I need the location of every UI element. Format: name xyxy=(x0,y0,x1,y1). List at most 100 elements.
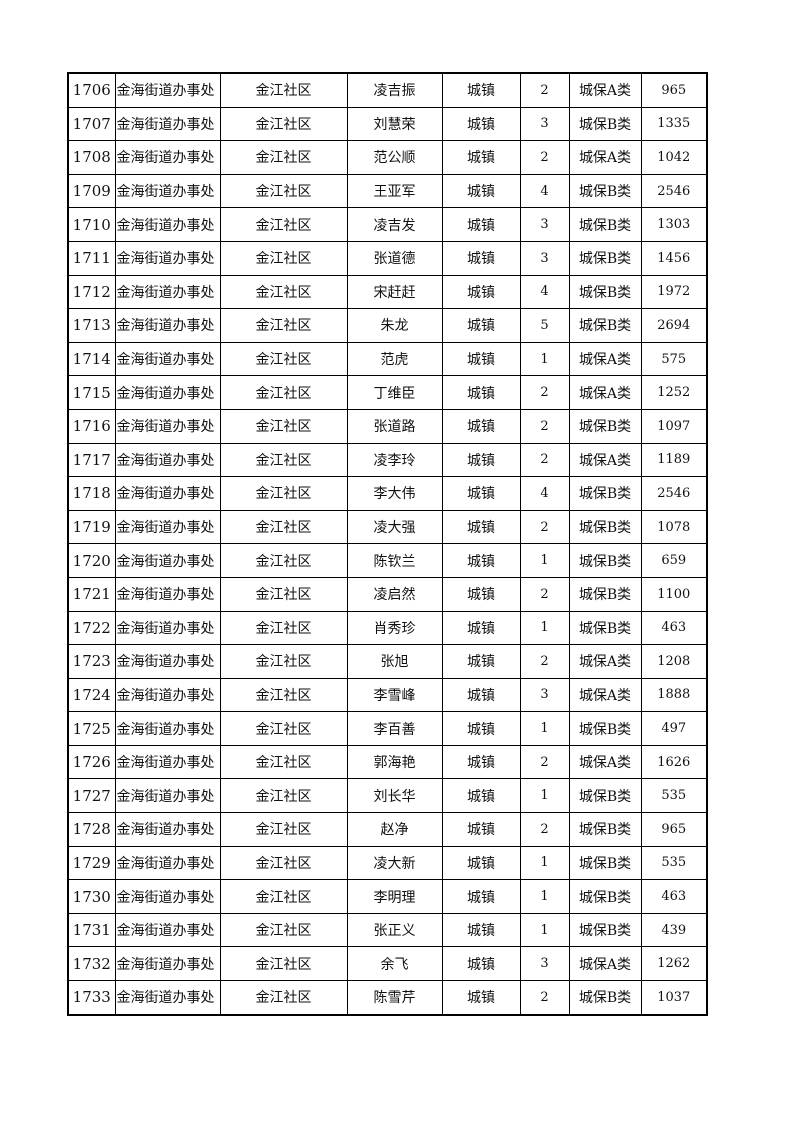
household-type-cell: 城镇 xyxy=(441,744,521,780)
person-name-cell: 王亚军 xyxy=(346,173,443,209)
amount-cell: 1189 xyxy=(640,442,708,478)
street-office-cell: 金海街道办事处 xyxy=(114,812,221,847)
street-office-cell: 金海街道办事处 xyxy=(114,240,221,276)
household-type-cell: 城镇 xyxy=(441,912,521,948)
community-cell: 金江社区 xyxy=(219,509,348,545)
amount-cell: 1100 xyxy=(640,576,708,612)
insurance-category-cell: 城保B类 xyxy=(568,576,642,612)
family-size-cell: 3 xyxy=(519,946,570,982)
family-size-cell: 1 xyxy=(519,711,570,746)
street-office-cell: 金海街道办事处 xyxy=(114,140,221,175)
amount-cell: 1972 xyxy=(640,274,708,310)
table-row: 1727 金海街道办事处 金江社区 刘长华 城镇 1 城保B类 535 xyxy=(67,778,708,814)
community-cell: 金江社区 xyxy=(219,543,348,578)
insurance-category-cell: 城保A类 xyxy=(568,644,642,679)
community-cell: 金江社区 xyxy=(219,711,348,746)
person-name-cell: 张正义 xyxy=(346,912,443,948)
row-number-cell: 1707 xyxy=(67,106,116,142)
amount-cell: 2694 xyxy=(640,308,708,343)
household-type-cell: 城镇 xyxy=(441,711,521,746)
amount-cell: 1097 xyxy=(640,408,708,444)
household-type-cell: 城镇 xyxy=(441,274,521,310)
community-cell: 金江社区 xyxy=(219,173,348,209)
insurance-category-cell: 城保B类 xyxy=(568,408,642,444)
insurance-category-cell: 城保A类 xyxy=(568,744,642,780)
street-office-cell: 金海街道办事处 xyxy=(114,408,221,444)
table-row: 1716 金海街道办事处 金江社区 张道路 城镇 2 城保B类 1097 xyxy=(67,408,708,444)
family-size-cell: 2 xyxy=(519,72,570,108)
amount-cell: 1252 xyxy=(640,375,708,410)
table-row: 1726 金海街道办事处 金江社区 郭海艳 城镇 2 城保A类 1626 xyxy=(67,744,708,780)
table-row: 1714 金海街道办事处 金江社区 范虎 城镇 1 城保A类 575 xyxy=(67,341,708,377)
person-name-cell: 张道德 xyxy=(346,240,443,276)
table-row: 1713 金海街道办事处 金江社区 朱龙 城镇 5 城保B类 2694 xyxy=(67,308,708,343)
table-row: 1715 金海街道办事处 金江社区 丁维臣 城镇 2 城保A类 1252 xyxy=(67,375,708,410)
amount-cell: 1888 xyxy=(640,677,708,713)
family-size-cell: 2 xyxy=(519,644,570,679)
community-cell: 金江社区 xyxy=(219,308,348,343)
person-name-cell: 丁维臣 xyxy=(346,375,443,410)
amount-cell: 2546 xyxy=(640,476,708,511)
family-size-cell: 2 xyxy=(519,408,570,444)
community-cell: 金江社区 xyxy=(219,744,348,780)
amount-cell: 535 xyxy=(640,778,708,814)
data-table: 1706 金海街道办事处 金江社区 凌吉振 城镇 2 城保A类 965 1707 金海街道办事处金… xyxy=(67,72,708,1016)
person-name-cell: 李明理 xyxy=(346,879,443,914)
row-number-cell: 1727 xyxy=(67,778,116,814)
community-cell: 金江社区 xyxy=(219,980,348,1016)
street-office-cell: 金海街道办事处 xyxy=(114,72,221,108)
family-size-cell: 4 xyxy=(519,274,570,310)
household-type-cell: 城镇 xyxy=(441,442,521,478)
person-name-cell: 凌吉发 xyxy=(346,207,443,242)
person-name-cell: 范公顺 xyxy=(346,140,443,175)
household-type-cell: 城镇 xyxy=(441,543,521,578)
community-cell: 金江社区 xyxy=(219,677,348,713)
amount-cell: 439 xyxy=(640,912,708,948)
community-cell: 金江社区 xyxy=(219,912,348,948)
family-size-cell: 2 xyxy=(519,980,570,1016)
table-row: 1706 金海街道办事处 金江社区 凌吉振 城镇 2 城保A类 965 xyxy=(67,72,708,108)
row-number-cell: 1710 xyxy=(67,207,116,242)
street-office-cell: 金海街道办事处 xyxy=(114,106,221,142)
amount-cell: 965 xyxy=(640,72,708,108)
table-row: 1721 金海街道办事处 金江社区 凌启然 城镇 2 城保B类 1100 xyxy=(67,576,708,612)
row-number-cell: 1715 xyxy=(67,375,116,410)
insurance-category-cell: 城保B类 xyxy=(568,509,642,545)
household-type-cell: 城镇 xyxy=(441,677,521,713)
street-office-cell: 金海街道办事处 xyxy=(114,912,221,948)
amount-cell: 1626 xyxy=(640,744,708,780)
table-row: 1719 金海街道办事处 金江社区 凌大强 城镇 2 城保B类 1078 xyxy=(67,509,708,545)
household-type-cell: 城镇 xyxy=(441,476,521,511)
street-office-cell: 金海街道办事处 xyxy=(114,879,221,914)
table-row: 1722 金海街道办事处 金江社区 肖秀珍 城镇 1 城保B类 463 xyxy=(67,610,708,646)
insurance-category-cell: 城保B类 xyxy=(568,476,642,511)
community-cell: 金江社区 xyxy=(219,408,348,444)
community-cell: 金江社区 xyxy=(219,778,348,814)
person-name-cell: 陈雪芹 xyxy=(346,980,443,1016)
community-cell: 金江社区 xyxy=(219,72,348,108)
table-row: 1723 金海街道办事处 金江社区 张旭 城镇 2 城保A类 1208 xyxy=(67,644,708,679)
person-name-cell: 张道路 xyxy=(346,408,443,444)
amount-cell: 1262 xyxy=(640,946,708,982)
insurance-category-cell: 城保B类 xyxy=(568,812,642,847)
community-cell: 金江社区 xyxy=(219,644,348,679)
row-number-cell: 1725 xyxy=(67,711,116,746)
person-name-cell: 李雪峰 xyxy=(346,677,443,713)
row-number-cell: 1726 xyxy=(67,744,116,780)
family-size-cell: 2 xyxy=(519,442,570,478)
insurance-category-cell: 城保B类 xyxy=(568,912,642,948)
street-office-cell: 金海街道办事处 xyxy=(114,946,221,982)
row-number-cell: 1728 xyxy=(67,812,116,847)
family-size-cell: 5 xyxy=(519,308,570,343)
amount-cell: 535 xyxy=(640,845,708,881)
street-office-cell: 金海街道办事处 xyxy=(114,677,221,713)
table-row: 1710 金海街道办事处 金江社区 凌吉发 城镇 3 城保B类 1303 xyxy=(67,207,708,242)
household-type-cell: 城镇 xyxy=(441,879,521,914)
family-size-cell: 3 xyxy=(519,106,570,142)
family-size-cell: 2 xyxy=(519,744,570,780)
household-type-cell: 城镇 xyxy=(441,845,521,881)
table-row: 1718 金海街道办事处 金江社区 李大伟 城镇 4 城保B类 2546 xyxy=(67,476,708,511)
community-cell: 金江社区 xyxy=(219,576,348,612)
household-type-cell: 城镇 xyxy=(441,207,521,242)
family-size-cell: 4 xyxy=(519,476,570,511)
